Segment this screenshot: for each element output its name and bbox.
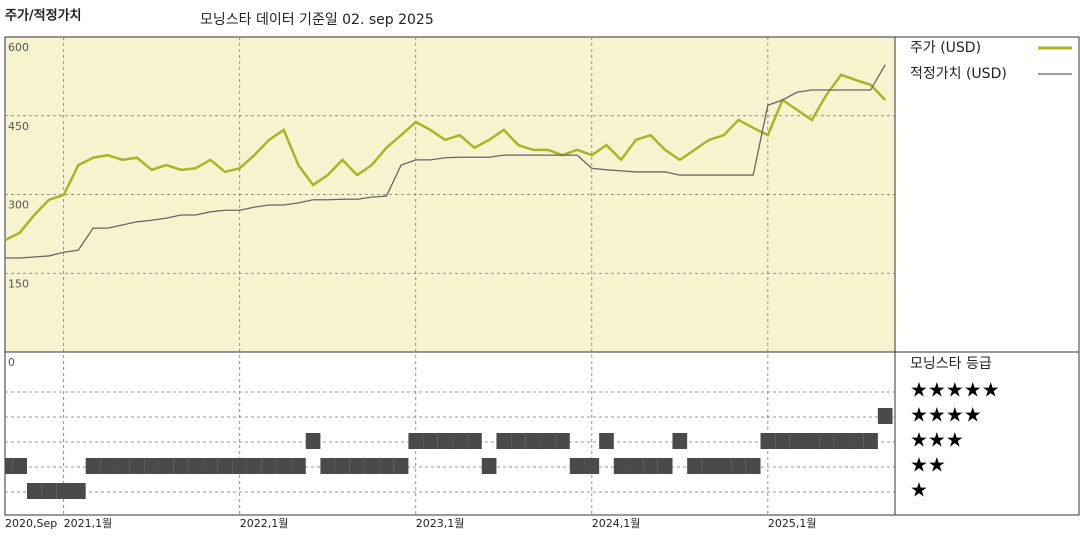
rating-bar bbox=[657, 458, 673, 474]
rating-bar bbox=[628, 458, 644, 474]
rating-bar bbox=[320, 458, 336, 474]
rating-label: ★★ bbox=[910, 453, 946, 477]
rating-bar bbox=[848, 433, 864, 449]
rating-bar bbox=[525, 433, 541, 449]
rating-bar bbox=[144, 458, 160, 474]
rating-bar bbox=[276, 458, 292, 474]
rating-bar bbox=[555, 433, 570, 449]
rating-bar bbox=[481, 458, 497, 474]
rating-bar bbox=[349, 458, 365, 474]
rating-bar bbox=[261, 458, 277, 474]
rating-label: ★ bbox=[910, 478, 928, 502]
rating-bar bbox=[232, 458, 248, 474]
rating-bar bbox=[379, 458, 394, 474]
rating-bar bbox=[687, 458, 702, 474]
rating-bar bbox=[863, 433, 878, 449]
rating-bar bbox=[85, 458, 101, 474]
rating-bar bbox=[731, 458, 746, 474]
rating-bar bbox=[188, 458, 204, 474]
rating-label: ★★★ bbox=[910, 428, 964, 452]
rating-bar bbox=[745, 458, 761, 474]
rating-title: 모닝스타 등급 bbox=[910, 356, 992, 372]
rating-bar bbox=[12, 458, 28, 474]
rating-bar bbox=[701, 458, 717, 474]
rating-bar bbox=[71, 483, 86, 499]
rating-bar bbox=[5, 458, 13, 474]
rating-bar bbox=[27, 483, 42, 499]
x-tick-label: 2023,1월 bbox=[416, 517, 465, 530]
rating-bar bbox=[393, 458, 409, 474]
rating-bar bbox=[203, 458, 218, 474]
chart-title: 주가/적정가치 bbox=[5, 8, 82, 24]
rating-bar bbox=[423, 433, 438, 449]
rating-bar bbox=[496, 433, 512, 449]
rating-label: ★★★★★ bbox=[910, 378, 1000, 402]
rating-bar bbox=[833, 433, 849, 449]
rating-bar bbox=[41, 483, 57, 499]
rating-label: ★★★★ bbox=[910, 403, 982, 427]
y-tick-label: 0 bbox=[8, 356, 15, 369]
rating-bar bbox=[877, 408, 893, 424]
chart-subtitle: 모닝스타 데이터 기준일 02. sep 2025 bbox=[200, 12, 434, 28]
series-line bbox=[4, 73, 887, 242]
rating-bar bbox=[305, 433, 321, 449]
x-tick-label: 2025,1월 bbox=[768, 517, 817, 530]
x-tick-label: 2021,1월 bbox=[64, 517, 113, 530]
y-tick-label: 300 bbox=[8, 199, 29, 212]
x-tick-label: 2022,1월 bbox=[240, 517, 289, 530]
rating-bar bbox=[100, 458, 116, 474]
y-tick-label: 150 bbox=[8, 277, 29, 290]
rating-bar bbox=[408, 433, 424, 449]
y-tick-label: 450 bbox=[8, 120, 29, 133]
rating-bar bbox=[584, 458, 600, 474]
rating-bar bbox=[804, 433, 820, 449]
x-tick-label: 2020,Sep bbox=[5, 517, 57, 530]
rating-bar bbox=[789, 433, 805, 449]
rating-bar bbox=[173, 458, 189, 474]
rating-bar bbox=[775, 433, 790, 449]
rating-bar bbox=[613, 458, 629, 474]
rating-bar bbox=[819, 433, 834, 449]
rating-bar bbox=[364, 458, 380, 474]
rating-bar bbox=[335, 458, 350, 474]
rating-bar bbox=[159, 458, 174, 474]
legend-label: 주가 (USD) bbox=[910, 40, 981, 56]
rating-bar bbox=[643, 458, 658, 474]
rating-bar bbox=[467, 433, 482, 449]
rating-bar bbox=[672, 433, 688, 449]
rating-bar bbox=[217, 458, 233, 474]
series-line bbox=[5, 64, 886, 259]
rating-bar bbox=[511, 433, 526, 449]
rating-bar bbox=[716, 458, 732, 474]
rating-bar bbox=[760, 433, 776, 449]
rating-bar bbox=[291, 458, 306, 474]
rating-bar bbox=[540, 433, 556, 449]
rating-bar bbox=[452, 433, 468, 449]
legend-label: 적정가치 (USD) bbox=[910, 66, 1007, 82]
rating-bar bbox=[56, 483, 72, 499]
rating-bar bbox=[247, 458, 262, 474]
rating-bar bbox=[569, 458, 585, 474]
y-tick-label: 600 bbox=[8, 41, 29, 54]
rating-bar bbox=[437, 433, 453, 449]
rating-bar bbox=[115, 458, 130, 474]
frame bbox=[4, 36, 1080, 516]
rating-bar bbox=[599, 433, 614, 449]
x-tick-label: 2024,1월 bbox=[592, 517, 641, 530]
rating-bar bbox=[129, 458, 145, 474]
